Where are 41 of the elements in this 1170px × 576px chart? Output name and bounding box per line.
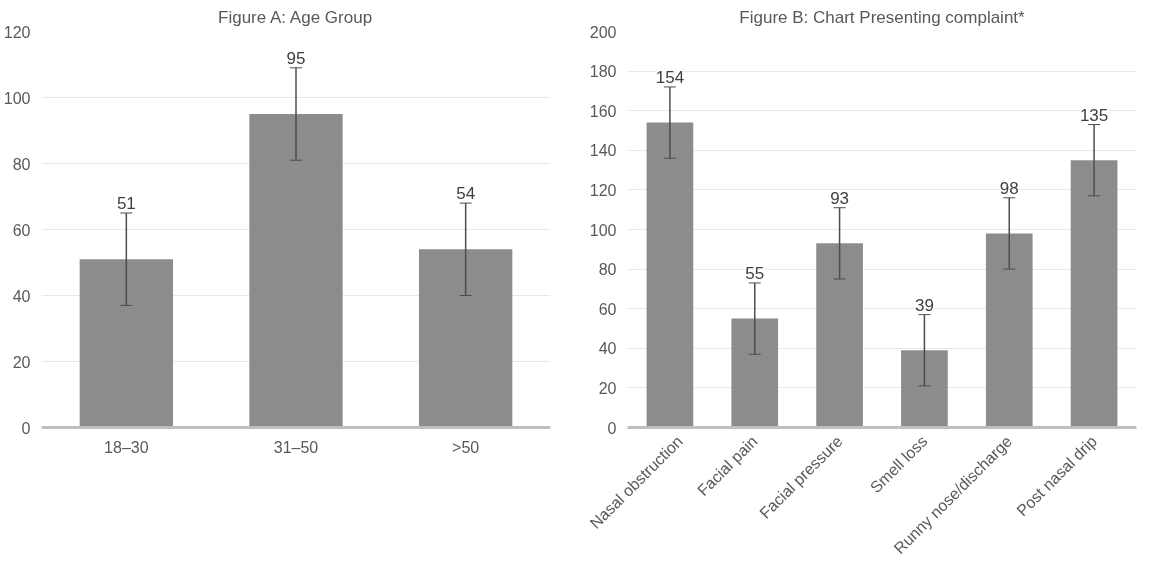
bar — [985, 233, 1033, 428]
bar — [249, 114, 343, 428]
y-tick-label: 160 — [589, 102, 617, 120]
data-label: 135 — [1079, 105, 1109, 125]
x-tick-label: 18–30 — [104, 438, 149, 456]
x-tick-label: >50 — [452, 438, 480, 456]
y-tick-label: 20 — [12, 353, 31, 371]
chart-title: Figure A: Age Group — [218, 7, 373, 27]
bar — [646, 122, 694, 428]
bar — [79, 259, 173, 428]
data-label: 154 — [655, 67, 685, 87]
data-label: 55 — [745, 263, 765, 283]
bar — [816, 243, 863, 428]
y-tick-label: 120 — [589, 181, 617, 199]
y-tick-label: 100 — [589, 221, 617, 239]
data-label: 95 — [286, 48, 306, 68]
y-tick-label: 40 — [598, 340, 617, 358]
y-tick-label: 0 — [607, 419, 617, 437]
data-label: 98 — [999, 178, 1019, 198]
y-tick-label: 200 — [589, 23, 617, 41]
x-tick-label: 31–50 — [273, 438, 319, 456]
y-tick-label: 60 — [12, 221, 31, 239]
y-tick-label: 0 — [21, 419, 31, 437]
y-tick-label: 180 — [589, 63, 617, 81]
y-tick-label: 80 — [598, 261, 617, 279]
data-label: 39 — [914, 295, 934, 315]
data-label: 51 — [116, 194, 136, 213]
y-tick-label: 100 — [3, 89, 31, 107]
y-tick-label: 140 — [589, 142, 617, 160]
y-tick-label: 80 — [12, 155, 31, 173]
bar — [1070, 160, 1118, 428]
y-tick-label: 120 — [3, 23, 31, 41]
y-tick-label: 20 — [598, 379, 617, 397]
y-tick-label: 60 — [598, 300, 617, 318]
y-tick-label: 40 — [12, 287, 31, 305]
chart-title: Figure B: Chart Presenting complaint* — [739, 7, 1026, 27]
bar — [731, 318, 779, 428]
data-label: 93 — [830, 188, 850, 208]
bar — [419, 249, 513, 428]
bar — [901, 350, 948, 428]
data-label: 54 — [456, 184, 476, 204]
